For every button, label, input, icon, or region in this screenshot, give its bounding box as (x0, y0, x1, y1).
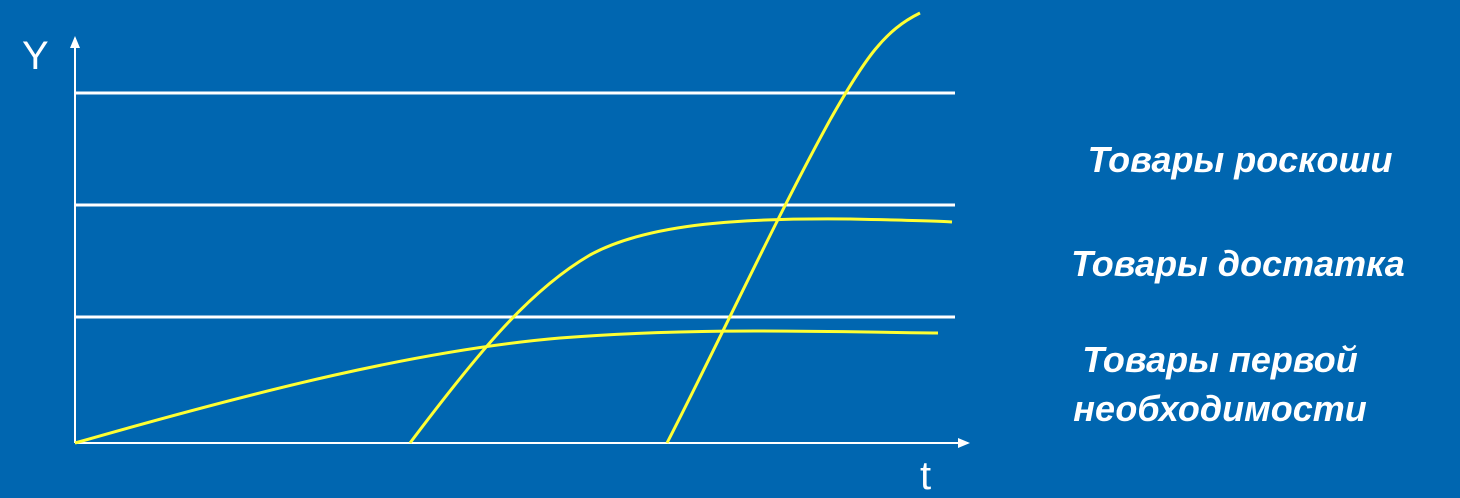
basic-necessities-label: Товары первой необходимости (1010, 336, 1430, 433)
y-axis-label: Y (22, 34, 49, 78)
curve-basic-necessities (74, 329, 939, 445)
comfort-goods-label: Товары достатка (1071, 243, 1405, 284)
luxury-goods-label: Товары роскоши (1087, 139, 1393, 180)
x-axis-label: t (920, 454, 932, 498)
basic-necessities-label-line2: необходимости (1073, 387, 1367, 429)
curve-luxury-goods (665, 11, 921, 444)
basic-necessities-label-line1: Товары первой (1082, 339, 1358, 380)
curve-comfort-goods (408, 217, 953, 444)
